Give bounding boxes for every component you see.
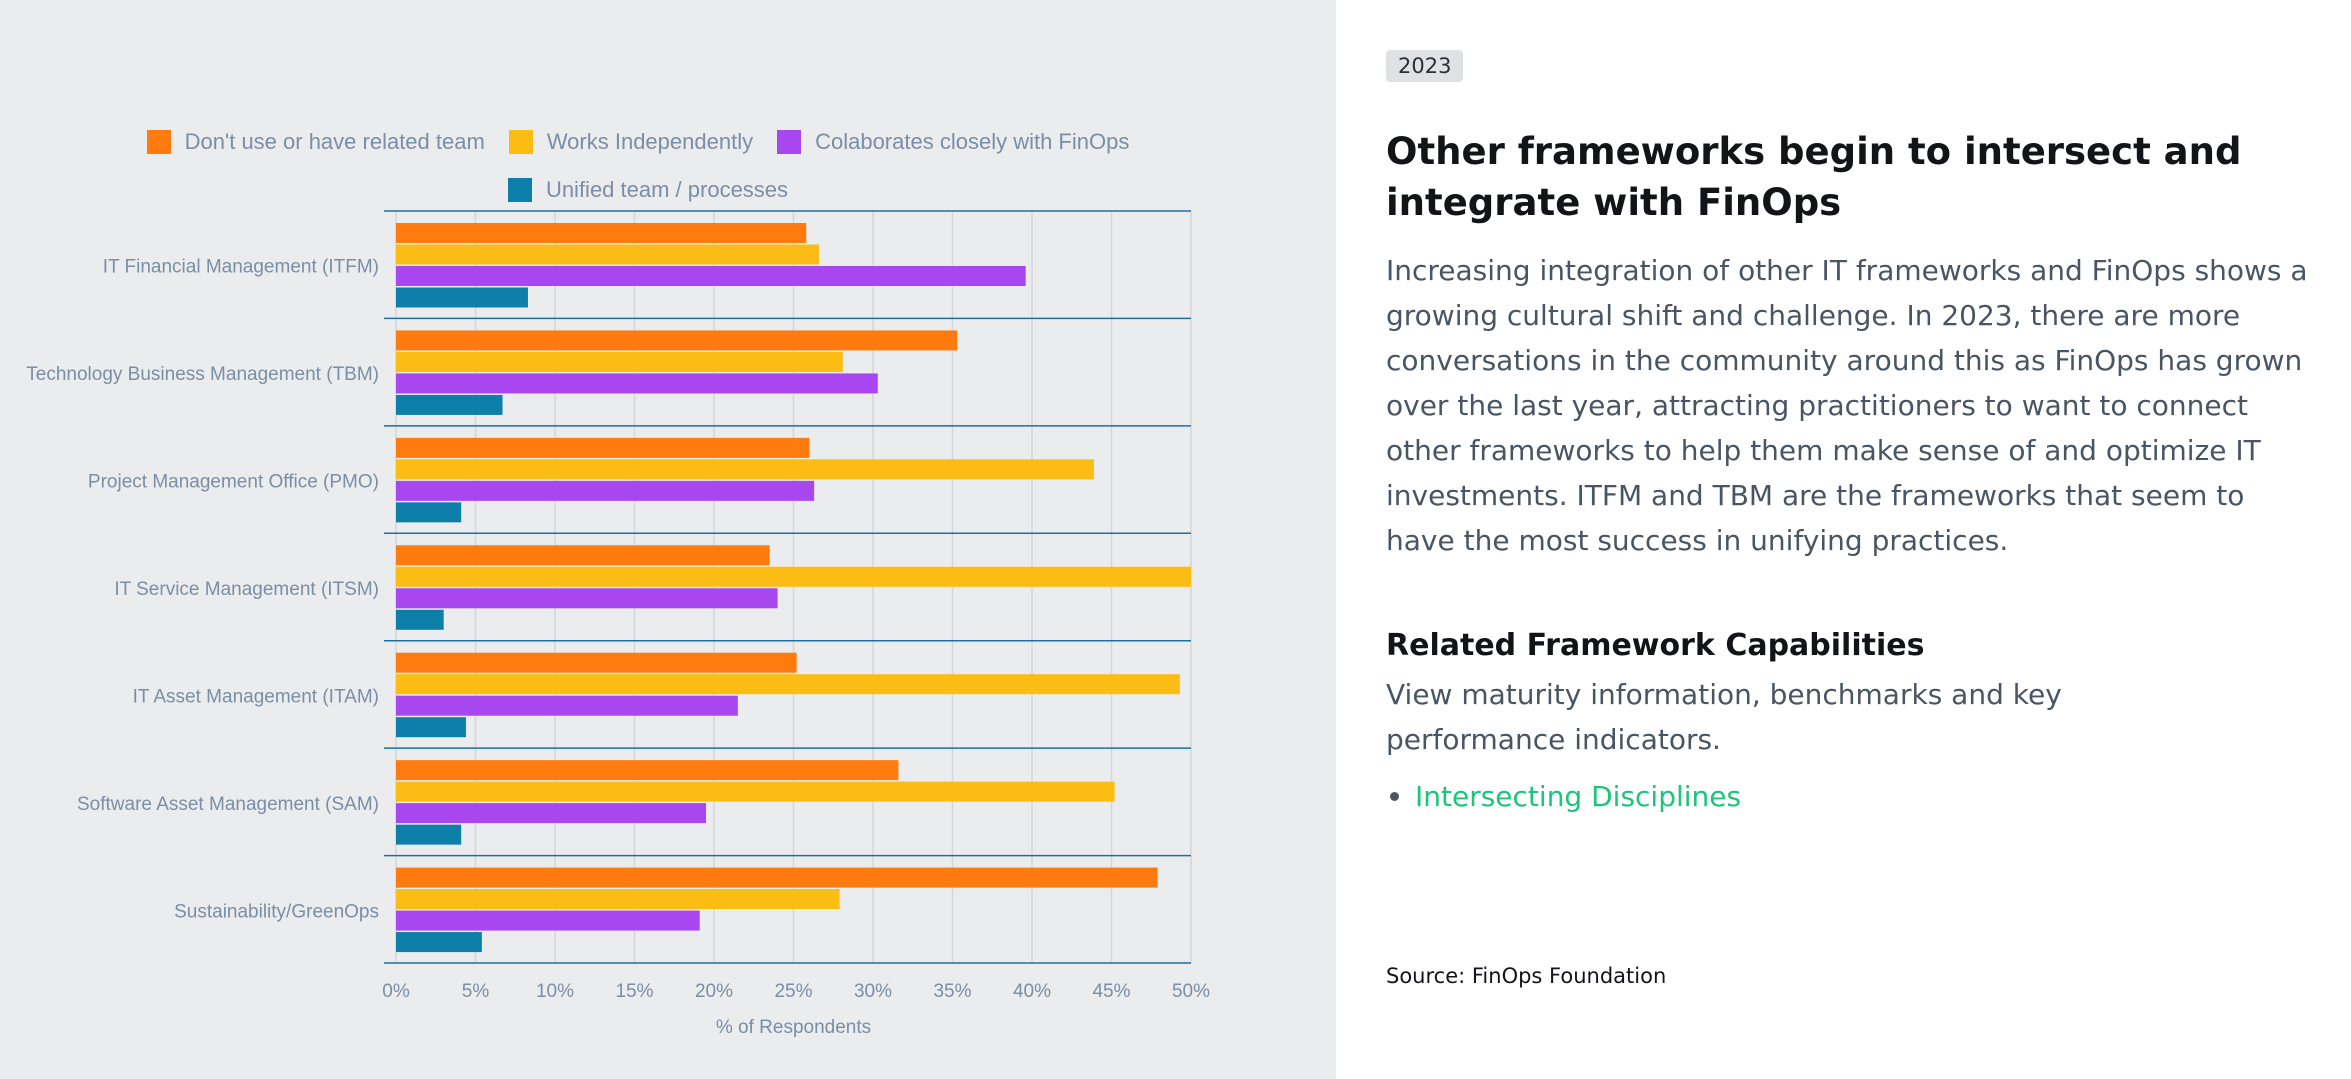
related-description: View maturity information, benchmarks an… [1386,678,2062,756]
bar [396,351,843,372]
x-tick-label: 10% [536,981,574,1002]
legend-item-unified[interactable]: Unified team / processes [507,177,789,203]
y-category-label: IT Service Management (ITSM) [114,579,379,600]
intersecting-disciplines-link[interactable]: Intersecting Disciplines [1415,780,1742,813]
bar [396,674,1180,695]
bar [396,609,444,630]
headline: Other frameworks begin to intersect and … [1386,130,2242,224]
year-badge: 2023 [1386,50,1464,82]
bar [396,502,462,523]
bar [396,480,815,501]
bar [396,244,819,265]
x-axis-label: % of Respondents [716,1017,871,1038]
x-tick-label: 45% [1092,981,1130,1002]
legend-swatch-works-independently [508,130,533,154]
bar [396,803,707,824]
x-tick-label: 25% [774,981,812,1002]
bar [396,932,482,953]
x-tick-label: 15% [615,981,653,1002]
x-tick-label: 30% [854,981,892,1002]
bar [396,588,778,609]
bullet-icon [1390,792,1399,801]
y-category-label: Project Management Office (PMO) [88,472,379,493]
legend-item-works-independently[interactable]: Works Independently [508,129,754,155]
bar [396,437,810,458]
bar-chart: 0% 5% 10% 15% 20% 25% 30% 35% 40% 45% 50% IT Financ… [26,210,1210,1038]
bar [396,266,1026,286]
bar [396,695,738,716]
legend-label-works-independently: Works Independently [546,129,754,154]
x-tick-label: 50% [1172,981,1210,1002]
legend-item-collaborates[interactable]: Colaborates closely with FinOps [777,129,1129,155]
bar [396,545,770,566]
legend-item-dont-use[interactable]: Don't use or have related team [146,129,485,155]
y-category-label: Technology Business Management (TBM) [26,364,379,385]
bar [396,566,1191,587]
y-category-label: IT Asset Management (ITAM) [133,686,379,707]
x-tick-label: 40% [1013,981,1051,1002]
y-category-label: Software Asset Management (SAM) [77,794,379,815]
source-note: Source: FinOps Foundation [1386,964,1667,988]
bar [396,867,1158,888]
related-title: Related Framework Capabilities [1386,628,1925,663]
chart-legend: Don't use or have related team Works Ind… [0,118,1336,214]
y-category-label: Sustainability/GreenOps [174,901,379,922]
chart-panel: Don't use or have related team Works Ind… [0,0,1336,1079]
x-tick-label: 35% [933,981,971,1002]
bar [396,781,1115,802]
x-tick-label: 20% [695,981,733,1002]
bar [396,394,503,415]
legend-swatch-unified [507,178,532,202]
x-tick-label: 0% [382,981,410,1002]
related-link-item: Intersecting Disciplines [1386,780,1741,813]
related-links: Intersecting Disciplines [1386,780,1741,813]
bar [396,459,1095,480]
bar [396,652,797,673]
bar [396,824,462,845]
bar [396,330,958,351]
bar [396,760,899,781]
legend-swatch-collaborates [777,130,802,154]
bar [396,287,528,308]
bar [396,910,700,931]
body-text: Increasing integration of other IT frame… [1386,254,2308,557]
legend-swatch-dont-use [146,130,171,154]
bar [396,223,807,243]
legend-label-unified: Unified team / processes [545,177,789,202]
bar [396,717,466,738]
legend-label-collaborates: Colaborates closely with FinOps [815,129,1130,154]
y-category-label: IT Financial Management (ITFM) [103,257,379,278]
bar [396,373,878,394]
legend-label-dont-use: Don't use or have related team [184,129,485,154]
bar [396,889,840,910]
x-tick-label: 5% [462,981,490,1002]
